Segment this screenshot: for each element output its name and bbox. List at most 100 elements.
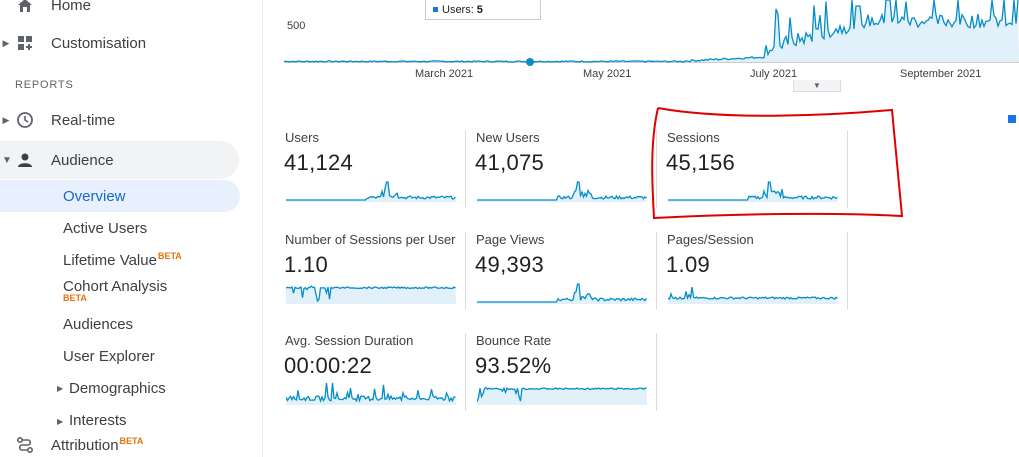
sparkline-area xyxy=(286,286,456,304)
sidebar-item-cohort-analysis[interactable]: Cohort Analysis BETA xyxy=(0,276,240,306)
metric-page-views[interactable]: Page Views 49,393 xyxy=(475,232,657,310)
timeline-area xyxy=(284,0,1019,62)
reports-heading: REPORTS xyxy=(15,79,74,91)
sparkline-line xyxy=(668,287,838,301)
metric-value: 00:00:22 xyxy=(284,353,373,378)
caret-right-icon: ▶ xyxy=(2,37,10,48)
metric-value: 41,075 xyxy=(475,150,545,175)
metric-label: Bounce Rate xyxy=(476,333,552,348)
sidebar-item-label: Demographics xyxy=(69,379,166,397)
metric-label: Avg. Session Duration xyxy=(285,333,414,348)
sparkline-line xyxy=(477,386,647,403)
metric-value: 45,156 xyxy=(666,150,736,175)
sparkline-line xyxy=(286,285,456,303)
overview-timeline-chart[interactable]: 500 March 2021 May 2021 July 2021 Septem… xyxy=(284,0,1019,95)
chevron-down-icon: ▼ xyxy=(813,81,821,90)
sidebar-item-realtime[interactable]: ▶ Real-time xyxy=(0,103,240,137)
metric-value: 49,393 xyxy=(475,252,545,277)
lifetime-value-text: Lifetime Value xyxy=(63,252,157,269)
metric-label: Page Views xyxy=(476,232,545,247)
sparkline xyxy=(477,283,647,304)
metric-value: 1.10 xyxy=(284,252,329,277)
sidebar-item-label: Active Users xyxy=(63,219,148,237)
sparkline-line xyxy=(477,181,647,201)
tooltip-label: Users: xyxy=(442,3,474,16)
sidebar-item-label: User Explorer xyxy=(63,347,155,365)
metric-label: Pages/Session xyxy=(667,232,754,247)
sparkline-line xyxy=(286,181,456,201)
sidebar-item-attribution[interactable]: AttributionBETA xyxy=(0,428,240,457)
sidebar-item-lifetime-value[interactable]: Lifetime ValueBETA xyxy=(0,244,240,276)
sidebar-item-user-explorer[interactable]: User Explorer xyxy=(0,340,240,372)
x-axis-tick: July 2021 xyxy=(750,68,798,80)
sidebar: Home ▶ Customisation REPORTS ▶ Real-time… xyxy=(0,0,263,457)
dashboard-icon xyxy=(16,34,34,52)
metric-label: Users xyxy=(285,130,319,145)
sidebar-item-audiences[interactable]: Audiences xyxy=(0,308,240,340)
sidebar-item-label: Home xyxy=(51,0,92,14)
sparkline xyxy=(668,287,838,304)
sparkline xyxy=(286,382,456,405)
sidebar-item-home[interactable]: Home xyxy=(0,0,240,22)
metric-bounce-rate[interactable]: Bounce Rate 93.52% xyxy=(475,333,657,411)
sidebar-item-label: Audience xyxy=(51,151,114,169)
sidebar-item-interests[interactable]: ▶ Interests xyxy=(0,404,240,428)
caret-right-icon: ▶ xyxy=(2,114,10,125)
sparkline-line xyxy=(477,283,647,303)
sidebar-item-label: Lifetime ValueBETA xyxy=(63,251,182,269)
sidebar-item-overview[interactable]: Overview xyxy=(0,180,240,212)
metric-new-users[interactable]: New Users 41,075 xyxy=(475,130,657,208)
caret-right-icon: ▶ xyxy=(57,383,64,393)
sidebar-item-label: Cohort Analysis xyxy=(63,278,168,295)
beta-badge: BETA xyxy=(157,251,182,261)
tooltip-value: 5 xyxy=(476,3,483,16)
attribution-icon xyxy=(16,436,34,454)
x-axis-tick: May 2021 xyxy=(583,68,632,80)
metric-label: Number of Sessions per User xyxy=(285,232,456,247)
metric-users[interactable]: Users 41,124 xyxy=(284,130,466,208)
sidebar-item-customisation[interactable]: ▶ Customisation xyxy=(0,26,240,60)
caret-right-icon: ▶ xyxy=(57,417,64,426)
legend-square-icon xyxy=(433,7,438,12)
sidebar-item-active-users[interactable]: Active Users xyxy=(0,212,240,244)
sparkline-area xyxy=(477,387,647,405)
home-icon xyxy=(16,0,34,14)
metric-label: New Users xyxy=(476,130,540,145)
sparkline-line xyxy=(286,382,456,403)
metric-avg-session-duration[interactable]: Avg. Session Duration 00:00:22 xyxy=(284,333,466,411)
clock-icon xyxy=(16,111,34,129)
sidebar-item-label: AttributionBETA xyxy=(51,436,143,454)
metric-label: Sessions xyxy=(667,130,720,145)
sparkline-area xyxy=(668,287,838,304)
metric-sessions[interactable]: Sessions 45,156 xyxy=(666,130,848,208)
chart-tooltip: Users: 5 xyxy=(425,0,541,20)
caret-down-icon: ▼ xyxy=(2,154,12,166)
sidebar-item-demographics[interactable]: ▶ Demographics xyxy=(0,372,240,404)
hover-point xyxy=(526,58,534,66)
sidebar-item-label: Real-time xyxy=(51,111,116,129)
beta-badge: BETA xyxy=(119,436,144,446)
sidebar-item-label: Interests xyxy=(69,412,127,428)
sidebar-item-audience[interactable]: ▼ Audience xyxy=(0,141,239,179)
metric-value: 1.09 xyxy=(666,252,711,277)
sparkline xyxy=(286,285,456,304)
metric-pages-per-session[interactable]: Pages/Session 1.09 xyxy=(666,232,848,310)
metric-value: 41,124 xyxy=(284,150,354,175)
sparkline xyxy=(286,181,456,202)
legend-square-icon xyxy=(1008,115,1016,123)
beta-badge: BETA xyxy=(63,293,87,303)
metric-sessions-per-user[interactable]: Number of Sessions per User 1.10 xyxy=(284,232,466,310)
sparkline-line xyxy=(668,181,838,201)
x-axis-tick: March 2021 xyxy=(415,68,474,80)
timeline-line xyxy=(284,0,1019,63)
expand-chart-button[interactable]: ▼ xyxy=(793,80,841,92)
sparkline-area xyxy=(286,182,456,202)
x-axis-tick: September 2021 xyxy=(900,68,982,80)
sparkline xyxy=(477,386,647,405)
main-content: 500 March 2021 May 2021 July 2021 Septem… xyxy=(264,0,1019,457)
timeline-plot xyxy=(284,0,1019,66)
sparkline xyxy=(477,181,647,202)
attribution-text: Attribution xyxy=(51,437,119,454)
person-icon xyxy=(16,151,34,169)
sparkline xyxy=(668,181,838,202)
